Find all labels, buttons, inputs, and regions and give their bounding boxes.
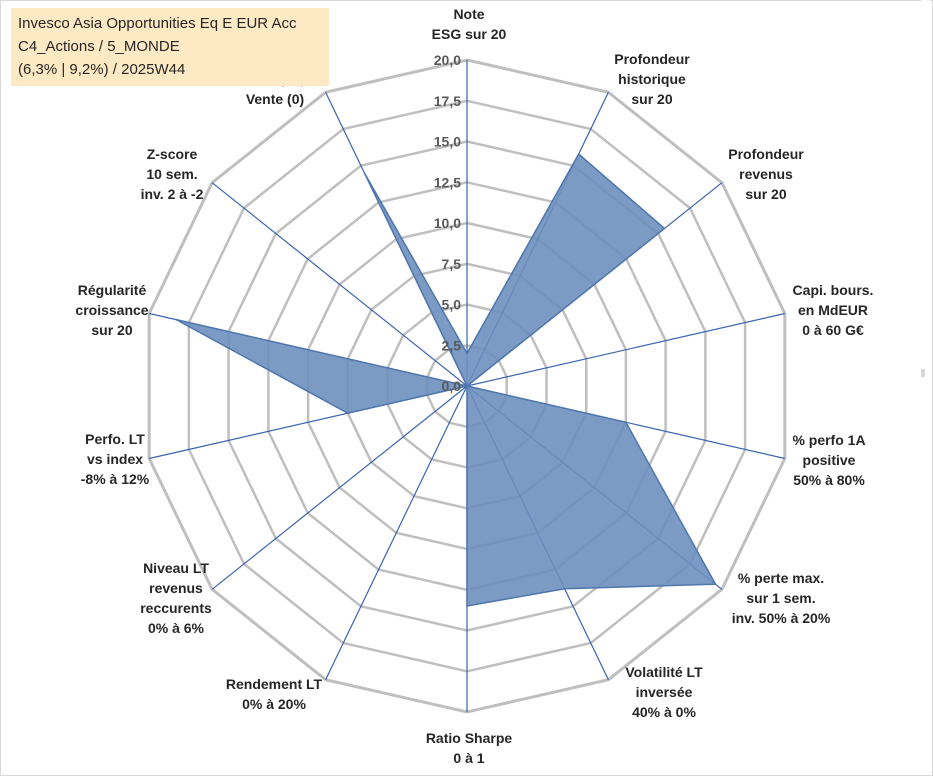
axis-label-4: Capi. bours. en MdEUR 0 à 60 G€ — [793, 282, 874, 338]
series-point-2 — [577, 153, 580, 155]
series-point-11 — [347, 412, 349, 415]
axis-label-13: Z-score 10 sem. inv. 2 à -2 — [141, 146, 204, 202]
tick-label: 20,0 — [434, 52, 461, 68]
fund-name: Invesco Asia Opportunities Eq E EUR Acc — [18, 15, 297, 32]
fund-stats: (6,3% | 9,2%) / 2025W44 — [18, 61, 186, 78]
scrollbar-track[interactable] — [921, 0, 930, 774]
series-point-7 — [563, 587, 566, 590]
series-point-12 — [175, 318, 177, 321]
series-point-13 — [466, 385, 468, 387]
axis-label-10: Niveau LT revenus reccurents 0% à 6% — [140, 560, 212, 636]
series-area — [175, 152, 717, 607]
radar-tick-labels: 0,0 2,5 5,0 7,5 10,0 12,5 15,0 17,5 20,0 — [434, 52, 461, 394]
axis-label-8: Ratio Sharpe 0 à 1 — [426, 730, 513, 766]
axis-label-5: % perfo 1A positive 50% à 80% — [792, 432, 865, 488]
tick-label: 17,5 — [434, 93, 461, 109]
axis-label-9: Rendement LT 0% à 20% — [226, 676, 323, 712]
axis-spoke-10 — [211, 385, 468, 590]
axis-spoke-9 — [325, 385, 468, 680]
tick-label: 2,5 — [442, 337, 462, 353]
axis-label-6: % perte max. sur 1 sem. inv. 50% à 20% — [732, 570, 831, 626]
tick-label: 5,0 — [442, 297, 462, 313]
axis-label-3: Profondeur revenus sur 20 — [728, 146, 804, 202]
series-point-3 — [663, 227, 666, 230]
axis-spoke-4 — [466, 312, 785, 387]
series-point-14 — [363, 172, 366, 174]
axis-label-7: Volatilité LT inversée 40% à 0% — [625, 664, 703, 720]
series-point-5 — [625, 421, 627, 424]
tick-label: 10,0 — [434, 215, 461, 231]
axis-label-1: Note ESG sur 20 — [432, 6, 507, 42]
radar-series — [175, 152, 717, 607]
fund-info-box: Invesco Asia Opportunities Eq E EUR Acc … — [11, 8, 329, 86]
series-point-1 — [466, 352, 468, 355]
axis-label-2: Profondeur historique sur 20 — [614, 51, 690, 107]
tick-label: 7,5 — [442, 256, 462, 272]
scrollbar-marker[interactable] — [921, 369, 925, 377]
tick-label: 15,0 — [434, 134, 461, 150]
radar-axis-labels: Note ESG sur 20 Profondeur historique sur 20… — [75, 6, 873, 766]
tick-label: 0,0 — [442, 378, 462, 394]
fund-category: C4_Actions / 5_MONDE — [18, 38, 180, 55]
tick-label: 12,5 — [434, 174, 461, 190]
series-point-6 — [714, 583, 717, 585]
axis-label-12: Régularité croissance sur 20 — [75, 282, 148, 338]
axis-label-11: Perfo. LT vs index -8% à 12% — [81, 431, 150, 487]
axis-spoke-13 — [211, 182, 468, 387]
series-point-8 — [466, 605, 468, 607]
